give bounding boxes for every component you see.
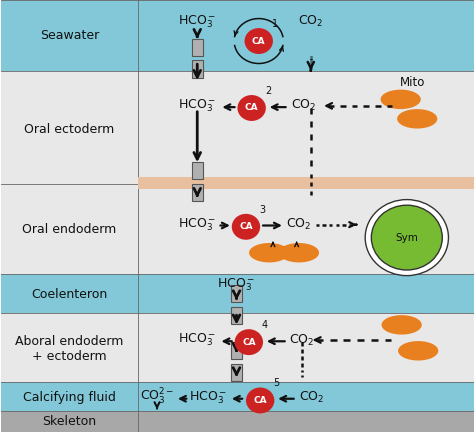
Text: Oral endoderm: Oral endoderm (22, 223, 117, 236)
Text: 4: 4 (262, 320, 268, 330)
Bar (191, 60, 203, 78)
Bar (231, 364, 242, 381)
Ellipse shape (382, 315, 422, 334)
Text: 3: 3 (259, 205, 265, 215)
Circle shape (365, 200, 448, 276)
Ellipse shape (398, 341, 438, 360)
Circle shape (235, 329, 263, 355)
Text: CA: CA (242, 338, 255, 346)
Bar (1, 313, 474, 382)
Bar (1, 71, 474, 184)
Circle shape (237, 95, 266, 121)
Text: Oral ectoderm: Oral ectoderm (24, 123, 115, 136)
Circle shape (245, 28, 273, 54)
Text: Aboral endoderm
+ ectoderm: Aboral endoderm + ectoderm (15, 335, 124, 362)
Text: HCO$_3^-$: HCO$_3^-$ (189, 389, 227, 406)
Bar (191, 184, 203, 201)
Text: CO$_3^{2-}$: CO$_3^{2-}$ (140, 388, 174, 407)
Bar (1, 274, 474, 313)
Text: CA: CA (245, 104, 258, 112)
Circle shape (232, 214, 260, 240)
Bar (191, 39, 203, 56)
Text: 5: 5 (273, 378, 280, 388)
Bar (231, 307, 242, 324)
Bar (1, 382, 474, 411)
Text: HCO$_3^-$: HCO$_3^-$ (218, 277, 255, 293)
Bar (1, 184, 474, 274)
Text: HCO$_3^-$: HCO$_3^-$ (178, 13, 216, 30)
Ellipse shape (381, 90, 421, 109)
Ellipse shape (279, 243, 319, 263)
Text: CO$_2$: CO$_2$ (289, 333, 314, 347)
Text: CO$_2$: CO$_2$ (286, 217, 311, 232)
Text: 1: 1 (272, 19, 278, 29)
Bar (1, 411, 474, 432)
Circle shape (371, 205, 442, 270)
Bar (231, 285, 242, 302)
Text: Coelenteron: Coelenteron (31, 288, 108, 301)
Text: CO$_2$: CO$_2$ (299, 390, 324, 405)
Text: HCO$_3^-$: HCO$_3^-$ (178, 98, 216, 114)
Circle shape (246, 388, 274, 413)
Bar (1, 0, 474, 71)
Ellipse shape (397, 109, 438, 129)
Text: CA: CA (252, 37, 265, 45)
Text: Seawater: Seawater (40, 29, 99, 42)
Text: HCO$_3^-$: HCO$_3^-$ (178, 332, 216, 348)
Text: CA: CA (239, 222, 253, 231)
Bar (138, 177, 474, 189)
Text: CA: CA (254, 396, 267, 405)
Bar (191, 162, 203, 179)
Text: 2: 2 (265, 86, 271, 96)
Text: Sym: Sym (395, 232, 418, 243)
Text: Skeleton: Skeleton (43, 415, 97, 428)
Text: CO$_2$: CO$_2$ (298, 14, 323, 29)
Text: HCO$_3^-$: HCO$_3^-$ (178, 216, 216, 233)
Bar (231, 342, 242, 359)
Text: Calcifying fluid: Calcifying fluid (23, 391, 116, 404)
Text: Mito: Mito (400, 76, 425, 89)
Text: CO$_2$: CO$_2$ (291, 98, 316, 113)
Ellipse shape (249, 243, 289, 263)
